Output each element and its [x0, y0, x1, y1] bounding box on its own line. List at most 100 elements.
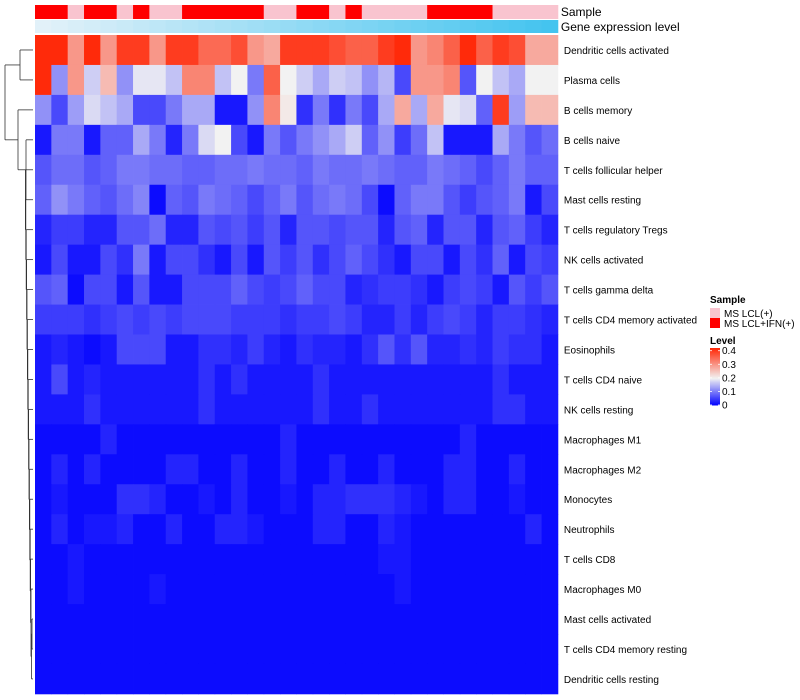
heatmap-cell	[443, 334, 461, 365]
heatmap-cell	[329, 304, 346, 335]
gene-expression-annotation-cell	[492, 20, 510, 33]
heatmap-cell	[51, 574, 69, 605]
heatmap-cell	[541, 154, 559, 186]
legend-colorbar-segment	[710, 370, 720, 373]
heatmap-cell	[476, 214, 493, 246]
gene-expression-annotation-cell	[198, 20, 216, 33]
heatmap-cell	[67, 454, 85, 485]
heatmap-cell	[149, 274, 167, 305]
heatmap-cell	[476, 394, 493, 425]
legend-sample-label: MS LCL+IFN(+)	[724, 319, 795, 330]
heatmap-cell	[280, 64, 297, 96]
heatmap-cell	[345, 663, 363, 695]
heatmap-cell	[378, 394, 395, 425]
heatmap-cell	[541, 604, 559, 635]
heatmap-cell	[149, 424, 167, 455]
gene-expression-annotation-cell	[35, 20, 52, 33]
heatmap-cell	[492, 514, 510, 545]
heatmap-cell	[443, 454, 461, 485]
heatmap-cell	[100, 394, 118, 425]
heatmap-cell	[263, 124, 281, 156]
legend-colorbar-segment	[710, 398, 720, 400]
heatmap-cell	[427, 663, 444, 695]
heatmap-cell	[427, 274, 444, 305]
heatmap-cell	[198, 454, 216, 485]
heatmap-cell	[100, 634, 118, 665]
heatmap-cell	[149, 334, 167, 365]
heatmap-cell	[247, 634, 265, 665]
heatmap-cell	[476, 35, 493, 66]
heatmap-cell	[394, 334, 412, 365]
row-label: Mast cells activated	[564, 615, 651, 626]
heatmap-cell	[100, 64, 118, 96]
heatmap-cell	[214, 454, 232, 485]
heatmap-cell	[345, 394, 363, 425]
gene-expression-annotation-cell	[525, 20, 542, 33]
heatmap-cell	[312, 304, 330, 335]
heatmap-cell	[459, 574, 477, 605]
heatmap-cell	[214, 214, 232, 246]
heatmap-cell	[280, 154, 297, 186]
legend-colorbar-segment	[710, 393, 720, 396]
row-label: Plasma cells	[564, 76, 620, 87]
heatmap-cell	[525, 94, 542, 126]
heatmap-cell	[525, 484, 542, 515]
heatmap-cell	[133, 304, 150, 335]
heatmap-cell	[508, 574, 526, 605]
row-label: Neutrophils	[564, 525, 615, 536]
sample-annotation-cell	[165, 5, 183, 19]
heatmap-cell	[116, 274, 134, 305]
heatmap-cell	[410, 634, 428, 665]
heatmap-cell	[51, 514, 69, 545]
heatmap-cell	[51, 663, 69, 695]
heatmap-cell	[247, 364, 265, 395]
row-label: Dendritic cells resting	[564, 675, 659, 686]
heatmap-cell	[84, 364, 101, 395]
heatmap-cell	[459, 604, 477, 635]
heatmap-cell	[51, 424, 69, 455]
heatmap-cell	[214, 574, 232, 605]
heatmap-cell	[35, 244, 52, 275]
heatmap-cell	[198, 184, 216, 216]
heatmap-cell	[476, 454, 493, 485]
heatmap-cell	[280, 484, 297, 515]
heatmap-cell	[100, 35, 118, 66]
heatmap-cell	[263, 94, 281, 126]
sample-annotation-cell	[84, 5, 101, 19]
heatmap-cell	[378, 124, 395, 156]
heatmap-cell	[35, 663, 52, 695]
heatmap-cell	[492, 334, 510, 365]
heatmap-cell	[492, 35, 510, 66]
heatmap-cell	[525, 214, 542, 246]
heatmap-cell	[182, 64, 199, 96]
heatmap-cell	[51, 364, 69, 395]
heatmap-cell	[165, 394, 183, 425]
heatmap-cell	[296, 304, 314, 335]
heatmap-cell	[84, 514, 101, 545]
heatmap-cell	[296, 424, 314, 455]
heatmap-cell	[198, 334, 216, 365]
heatmap-cell	[35, 124, 52, 156]
heatmap-cell	[312, 663, 330, 695]
heatmap-cell	[247, 484, 265, 515]
legend-colorbar-segment	[710, 375, 720, 377]
heatmap-cell	[35, 364, 52, 395]
sample-annotation-cell	[263, 5, 281, 19]
heatmap-cell	[51, 214, 69, 246]
heatmap-cell	[182, 154, 199, 186]
heatmap-cell	[459, 124, 477, 156]
heatmap-cell	[133, 544, 150, 575]
legend-tick-label: 0	[722, 401, 728, 412]
heatmap-cell	[231, 544, 248, 575]
heatmap-cell	[312, 394, 330, 425]
heatmap-cell	[492, 424, 510, 455]
heatmap-cell	[394, 64, 412, 96]
heatmap-cell	[410, 214, 428, 246]
heatmap-cell	[35, 334, 52, 365]
heatmap-cell	[280, 514, 297, 545]
gene-expression-annotation-cell	[345, 20, 363, 33]
legend-colorbar-segment	[710, 355, 720, 358]
heatmap-cell	[443, 214, 461, 246]
heatmap-cell	[214, 124, 232, 156]
heatmap-cell	[476, 544, 493, 575]
